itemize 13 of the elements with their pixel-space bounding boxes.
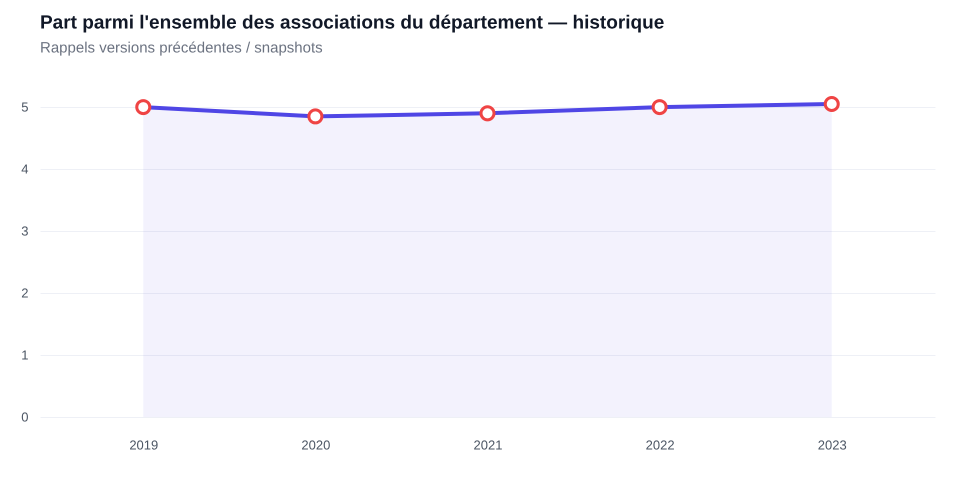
chart-title: Part parmi l'ensemble des associations du département — historique	[40, 12, 664, 34]
y-tick-label: 5	[21, 100, 28, 115]
y-tick-label: 4	[21, 162, 28, 177]
x-tick-label: 2022	[646, 438, 675, 452]
y-tick-label: 1	[21, 348, 28, 363]
y-tick-label: 0	[21, 410, 28, 424]
y-tick-label: 3	[21, 224, 28, 239]
x-tick-label: 2021	[474, 438, 502, 452]
x-tick-label: 2020	[301, 438, 330, 452]
x-tick-label: 2019	[129, 438, 158, 452]
chart-subtitle: Rappels versions précédentes / snapshots	[40, 39, 323, 56]
y-tick-label: 2	[21, 286, 28, 301]
x-tick-label: 2023	[818, 438, 847, 452]
